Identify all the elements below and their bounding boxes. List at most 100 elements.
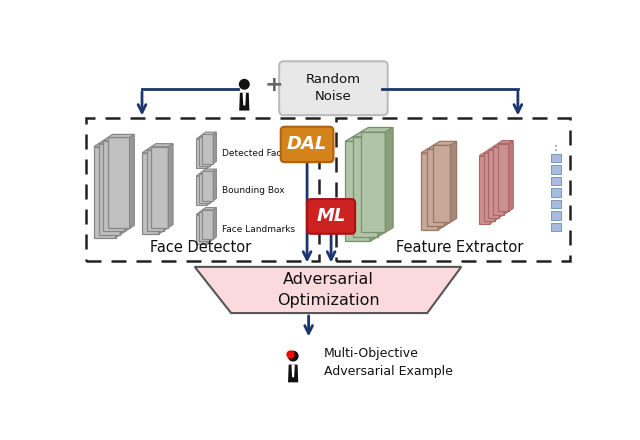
Polygon shape — [433, 141, 457, 145]
Polygon shape — [147, 147, 168, 150]
Polygon shape — [199, 210, 213, 212]
Bar — [551, 223, 561, 231]
Bar — [336, 118, 570, 260]
Polygon shape — [199, 174, 210, 203]
Polygon shape — [428, 149, 444, 226]
Polygon shape — [199, 172, 213, 174]
Polygon shape — [504, 143, 509, 214]
Polygon shape — [196, 176, 207, 205]
Polygon shape — [451, 141, 457, 222]
Circle shape — [289, 352, 298, 361]
Polygon shape — [428, 145, 451, 149]
Polygon shape — [159, 150, 164, 234]
Polygon shape — [94, 143, 120, 147]
Polygon shape — [151, 143, 173, 147]
Polygon shape — [202, 169, 216, 172]
Polygon shape — [353, 132, 385, 137]
Text: Adversarial
Optimization: Adversarial Optimization — [276, 272, 380, 308]
Polygon shape — [199, 135, 213, 137]
Polygon shape — [385, 128, 393, 232]
Polygon shape — [345, 141, 370, 242]
Polygon shape — [488, 147, 504, 150]
Polygon shape — [213, 132, 216, 164]
Polygon shape — [120, 141, 125, 235]
Polygon shape — [142, 150, 164, 153]
Polygon shape — [421, 149, 444, 153]
Polygon shape — [103, 137, 129, 141]
Polygon shape — [509, 141, 513, 211]
Text: Random
Noise: Random Noise — [306, 73, 361, 103]
Polygon shape — [421, 153, 438, 230]
Text: ML: ML — [316, 207, 346, 225]
FancyBboxPatch shape — [279, 61, 388, 115]
Polygon shape — [207, 212, 210, 244]
Polygon shape — [125, 137, 129, 231]
Polygon shape — [490, 153, 495, 224]
Polygon shape — [116, 143, 120, 238]
Polygon shape — [210, 210, 213, 242]
Polygon shape — [291, 365, 295, 377]
Polygon shape — [168, 143, 173, 227]
Polygon shape — [345, 137, 378, 141]
Polygon shape — [129, 135, 134, 228]
Polygon shape — [202, 208, 216, 210]
Polygon shape — [99, 141, 125, 143]
Polygon shape — [213, 208, 216, 239]
Polygon shape — [370, 137, 378, 242]
Bar — [86, 118, 319, 260]
Polygon shape — [142, 153, 159, 234]
Bar — [551, 165, 561, 174]
Polygon shape — [433, 145, 451, 222]
Polygon shape — [196, 212, 210, 214]
Polygon shape — [196, 174, 210, 176]
Bar — [551, 200, 561, 208]
Polygon shape — [484, 153, 495, 220]
Polygon shape — [444, 145, 451, 226]
Polygon shape — [199, 212, 210, 242]
Polygon shape — [94, 147, 116, 238]
Polygon shape — [213, 169, 216, 201]
Polygon shape — [239, 93, 250, 110]
Polygon shape — [493, 143, 509, 147]
Bar — [551, 154, 561, 162]
Polygon shape — [243, 93, 246, 106]
Polygon shape — [378, 132, 385, 237]
Circle shape — [239, 80, 249, 89]
Polygon shape — [108, 137, 129, 228]
Polygon shape — [99, 143, 120, 235]
Polygon shape — [210, 135, 213, 166]
Polygon shape — [199, 137, 210, 166]
Polygon shape — [360, 132, 385, 232]
Bar — [551, 188, 561, 197]
Polygon shape — [207, 137, 210, 168]
Polygon shape — [196, 214, 207, 244]
Polygon shape — [164, 147, 168, 231]
Polygon shape — [495, 150, 499, 220]
Polygon shape — [202, 135, 213, 164]
Polygon shape — [493, 147, 504, 214]
Polygon shape — [498, 141, 513, 143]
Polygon shape — [147, 150, 164, 231]
Polygon shape — [210, 172, 213, 203]
Polygon shape — [498, 143, 509, 211]
Polygon shape — [288, 365, 298, 382]
Text: Detected Face?: Detected Face? — [222, 149, 292, 158]
Polygon shape — [488, 150, 499, 217]
Bar — [551, 211, 561, 220]
Polygon shape — [202, 132, 216, 135]
Text: Bounding Box: Bounding Box — [222, 186, 284, 195]
Polygon shape — [360, 128, 393, 132]
Polygon shape — [499, 147, 504, 217]
Polygon shape — [438, 149, 444, 230]
Text: DAL: DAL — [287, 136, 327, 154]
Text: Multi-Objective
Adversarial Example: Multi-Objective Adversarial Example — [324, 347, 453, 378]
Polygon shape — [353, 137, 378, 237]
Text: Face Landmarks: Face Landmarks — [222, 225, 295, 234]
Polygon shape — [151, 147, 168, 227]
Polygon shape — [207, 174, 210, 205]
FancyBboxPatch shape — [307, 199, 355, 234]
Polygon shape — [196, 137, 210, 139]
Polygon shape — [103, 141, 125, 231]
Bar — [551, 177, 561, 185]
Polygon shape — [196, 139, 207, 168]
